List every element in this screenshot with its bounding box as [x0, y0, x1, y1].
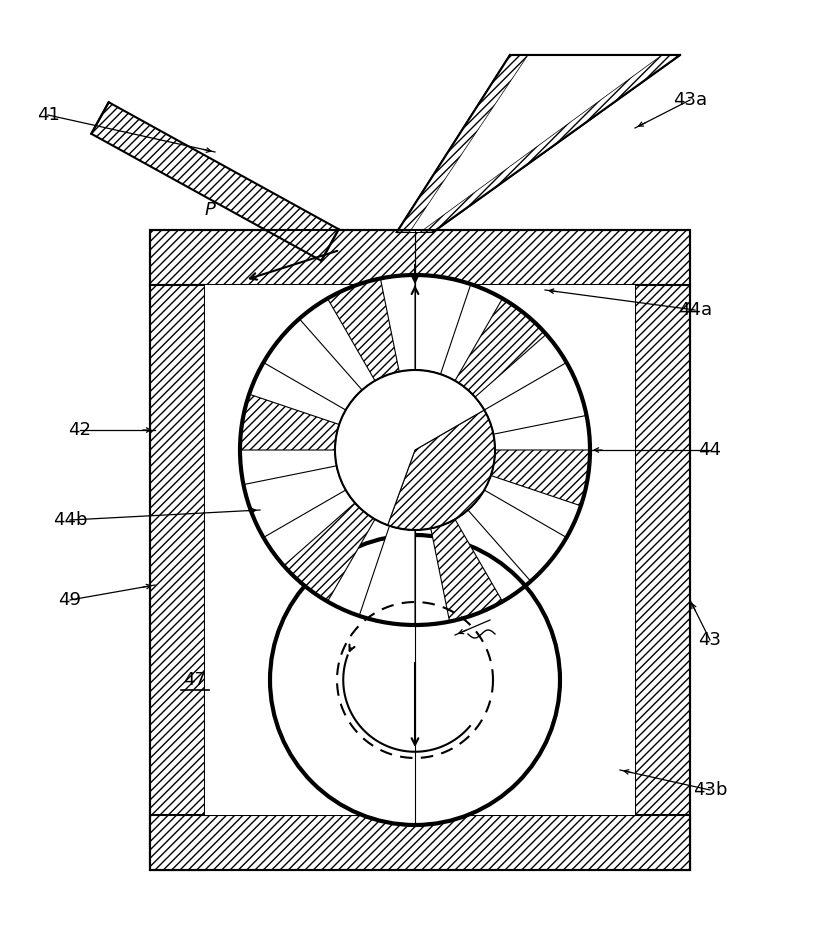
Text: 44a: 44a [677, 301, 711, 319]
Text: 49: 49 [59, 591, 81, 609]
Text: 41: 41 [36, 106, 60, 124]
Polygon shape [396, 55, 528, 232]
Text: 43b: 43b [692, 781, 726, 799]
Polygon shape [455, 299, 546, 397]
Text: 44: 44 [698, 441, 720, 459]
Polygon shape [420, 55, 679, 232]
Text: P: P [484, 611, 495, 629]
Wedge shape [335, 370, 484, 525]
Polygon shape [359, 526, 414, 625]
Polygon shape [243, 465, 346, 538]
Bar [150, 230, 689, 870]
Polygon shape [430, 520, 502, 622]
Circle shape [240, 275, 590, 625]
Polygon shape [284, 502, 375, 602]
Bar [634, 285, 689, 870]
Text: 47: 47 [184, 671, 206, 689]
Text: 43a: 43a [672, 91, 706, 109]
Polygon shape [327, 279, 399, 381]
Wedge shape [387, 410, 495, 530]
Text: 44b: 44b [53, 511, 87, 529]
Bar [205, 285, 634, 815]
Polygon shape [490, 450, 590, 506]
Polygon shape [414, 275, 471, 374]
Bar [150, 230, 689, 285]
Circle shape [270, 535, 559, 825]
Bar [150, 815, 689, 870]
Polygon shape [263, 319, 361, 410]
Bar [150, 230, 689, 870]
Polygon shape [91, 102, 338, 261]
Bar [150, 285, 205, 870]
Text: 43: 43 [698, 631, 720, 649]
Polygon shape [405, 55, 662, 232]
Text: 42: 42 [69, 421, 92, 439]
Text: P: P [204, 201, 215, 219]
Polygon shape [240, 394, 339, 450]
Polygon shape [484, 362, 586, 434]
Polygon shape [396, 55, 679, 232]
Polygon shape [467, 490, 566, 581]
